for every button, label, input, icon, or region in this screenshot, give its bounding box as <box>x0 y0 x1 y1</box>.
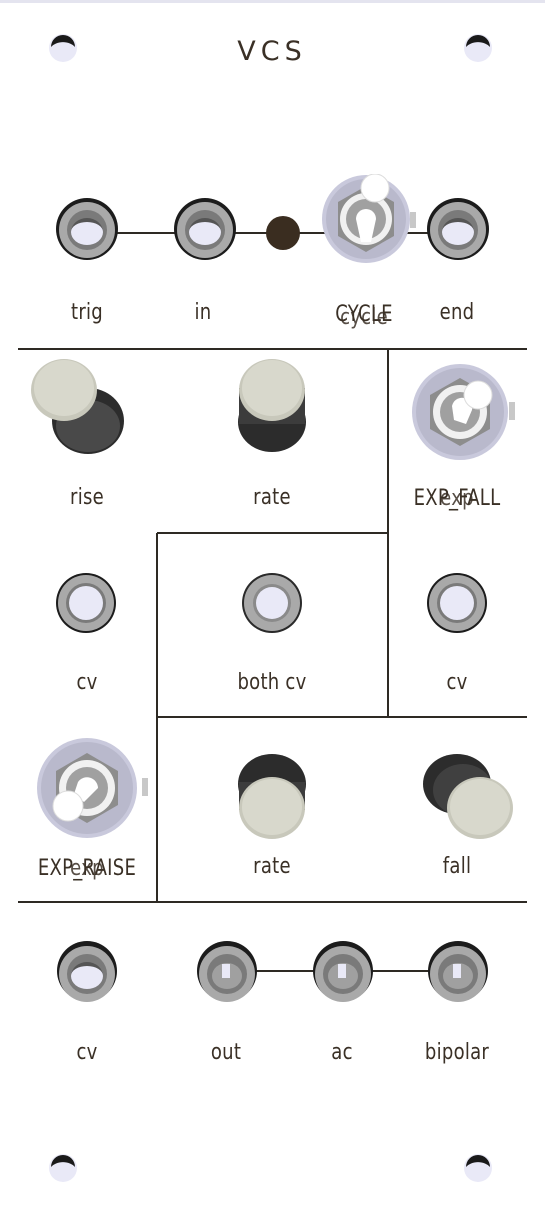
exp-raise-label: EXP_RAISE <box>37 856 137 881</box>
cv-left-label: cv <box>76 670 98 695</box>
rate-knob-top[interactable] <box>236 356 312 454</box>
exp-fall-toggle-switch[interactable] <box>408 362 518 466</box>
rise-knob[interactable] <box>30 358 130 456</box>
trig-input-jack[interactable] <box>54 196 120 262</box>
exp-raise-label-alt: exp <box>70 856 104 881</box>
cycle-label-alt: cycle <box>340 305 388 330</box>
top-edge <box>0 0 545 3</box>
in-label: in <box>194 300 212 325</box>
rate-bottom-label: rate <box>253 854 291 879</box>
rise-label: rise <box>70 485 104 510</box>
end-label: end <box>439 300 475 325</box>
ac-jack[interactable] <box>310 940 376 1006</box>
trig-label: trig <box>71 300 103 325</box>
both-cv-jack[interactable] <box>240 571 304 635</box>
both-cv-label: both cv <box>237 670 307 695</box>
screw-bottom-left <box>48 1153 78 1183</box>
cycle-label: CYCLE <box>335 302 393 327</box>
fall-knob[interactable] <box>421 752 517 842</box>
rate-knob-bottom[interactable] <box>236 752 312 842</box>
in-input-jack[interactable] <box>172 196 238 262</box>
bipolar-jack[interactable] <box>425 940 491 1006</box>
screw-bottom-right <box>463 1153 493 1183</box>
cv-bottom-label: cv <box>76 1040 98 1065</box>
out-label: out <box>210 1040 242 1065</box>
screw-top-left <box>48 33 78 63</box>
rate-top-label: rate <box>253 485 291 510</box>
fall-label: fall <box>442 854 472 879</box>
module-title: VCS <box>237 36 307 67</box>
cv-bottom-jack[interactable] <box>54 940 120 1006</box>
ac-label: ac <box>331 1040 353 1065</box>
end-output-jack[interactable] <box>425 196 491 262</box>
exp-fall-label: EXP_FALL <box>413 486 501 511</box>
exp-fall-label-alt: exp <box>440 486 474 511</box>
fall-cv-jack[interactable] <box>425 571 489 635</box>
rise-cv-jack[interactable] <box>54 571 118 635</box>
bipolar-label: bipolar <box>424 1040 490 1065</box>
screw-top-right <box>463 33 493 63</box>
cycle-toggle-switch[interactable] <box>314 174 424 266</box>
exp-raise-toggle-switch[interactable] <box>32 736 154 840</box>
cv-right-label: cv <box>446 670 468 695</box>
out-jack[interactable] <box>194 940 260 1006</box>
cycle-led <box>265 215 301 251</box>
